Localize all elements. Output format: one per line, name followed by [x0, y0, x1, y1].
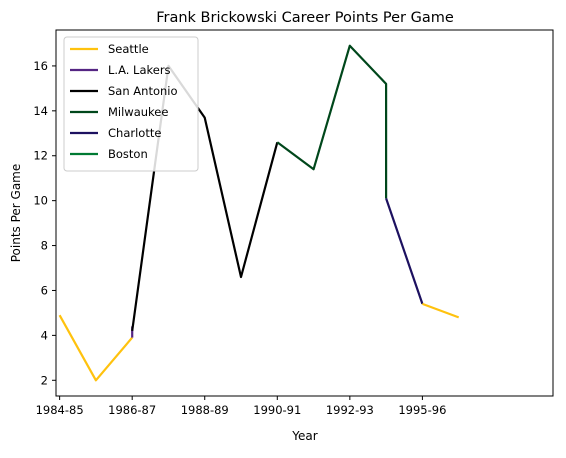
legend-label: Charlotte	[108, 126, 161, 140]
y-axis-label: Points Per Game	[9, 164, 23, 263]
series-line	[276, 44, 388, 199]
y-tick-label: 8	[41, 239, 48, 253]
series-line	[422, 302, 460, 319]
x-tick-label: 1986-87	[108, 403, 156, 417]
legend-label: Seattle	[108, 42, 149, 56]
x-axis: 1984-85 1986-87 1988-89 1990-91 1992-93 1995-…	[36, 396, 446, 417]
y-tick-label: 14	[33, 104, 48, 118]
legend: Seattle L.A. Lakers San Antonio Milwaukee Ch…	[63, 36, 199, 172]
y-tick-label: 2	[41, 373, 48, 387]
legend-label: L.A. Lakers	[108, 63, 171, 77]
x-tick-label: 1990-91	[253, 403, 301, 417]
y-tick-label: 6	[41, 283, 48, 297]
legend-label: Milwaukee	[108, 105, 168, 119]
x-axis-label: Year	[291, 429, 317, 443]
y-tick-label: 12	[33, 149, 48, 163]
x-tick-label: 1984-85	[36, 403, 84, 417]
y-tick-label: 10	[33, 194, 48, 208]
plot-frame	[55, 29, 554, 397]
chart-title: Frank Brickowski Career Points Per Game	[156, 10, 454, 26]
legend-label: San Antonio	[108, 84, 178, 98]
legend-label: Boston	[108, 147, 148, 161]
y-axis: 2 4 6 8 10 12 14 16	[33, 59, 56, 387]
x-tick-label: 1995-96	[398, 403, 446, 417]
y-tick-label: 16	[33, 59, 48, 73]
x-tick-label: 1988-89	[181, 403, 229, 417]
series-line	[385, 198, 424, 305]
series-line	[58, 314, 134, 382]
y-tick-label: 4	[41, 328, 48, 342]
x-tick-label: 1992-93	[326, 403, 374, 417]
